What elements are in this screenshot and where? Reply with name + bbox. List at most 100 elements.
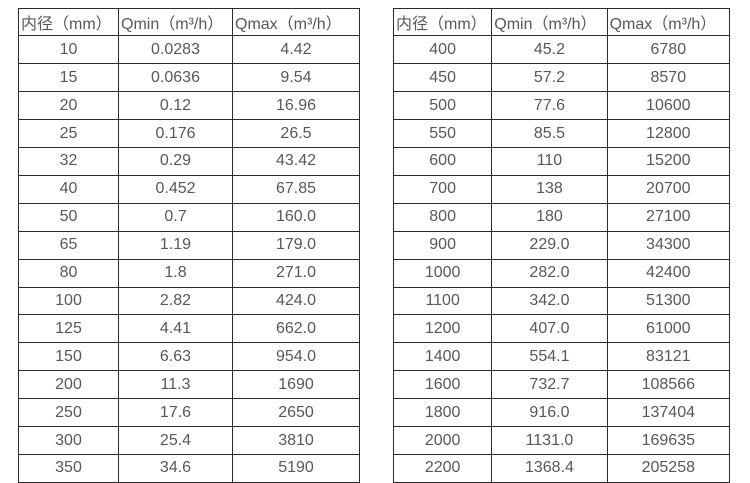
data-cell: 137404 xyxy=(606,398,731,428)
table-row: 40 0.452 67.85 xyxy=(18,174,360,204)
flow-table-large-diameters: 内径（mm） Qmin（m³/h） Qmax（m³/h） 400 45.2 6780 450… xyxy=(392,7,731,483)
data-cell: 80 xyxy=(18,258,119,288)
table-row: 20 0.12 16.96 xyxy=(18,91,360,121)
data-cell: 4.42 xyxy=(232,35,360,65)
table-row: 65 1.19 179.0 xyxy=(18,230,360,260)
data-cell: 61000 xyxy=(606,314,731,344)
data-cell: 20 xyxy=(18,91,119,121)
data-cell: 42400 xyxy=(606,258,731,288)
data-cell: 732.7 xyxy=(491,370,608,400)
data-cell: 900 xyxy=(392,230,493,260)
data-cell: 160.0 xyxy=(232,202,360,232)
data-cell: 1.8 xyxy=(118,258,233,288)
data-cell: 83121 xyxy=(606,342,731,372)
table-row: 1200 407.0 61000 xyxy=(392,314,731,344)
data-cell: 85.5 xyxy=(491,119,608,149)
data-cell: 600 xyxy=(392,147,493,176)
table-row: 80 1.8 271.0 xyxy=(18,258,360,288)
data-cell: 3810 xyxy=(232,426,360,455)
data-cell: 2.82 xyxy=(118,286,233,316)
table-row: 1100 342.0 51300 xyxy=(392,286,731,316)
data-cell: 662.0 xyxy=(232,314,360,344)
data-cell: 450 xyxy=(392,63,493,93)
data-cell: 1100 xyxy=(392,286,493,316)
table-row: 350 34.6 5190 xyxy=(18,453,360,483)
data-cell: 43.42 xyxy=(232,147,360,176)
data-cell: 169635 xyxy=(606,426,731,455)
data-cell: 2650 xyxy=(232,398,360,428)
data-cell: 12800 xyxy=(606,119,731,149)
table-row: 500 77.6 10600 xyxy=(392,91,731,121)
data-cell: 400 xyxy=(392,35,493,65)
data-cell: 1131.0 xyxy=(491,426,608,455)
data-cell: 1600 xyxy=(392,370,493,400)
table-row: 15 0.0636 9.54 xyxy=(18,63,360,93)
data-cell: 25.4 xyxy=(118,426,233,455)
table-row: 150 6.63 954.0 xyxy=(18,342,360,372)
data-cell: 200 xyxy=(18,370,119,400)
data-cell: 108566 xyxy=(606,370,731,400)
data-cell: 407.0 xyxy=(491,314,608,344)
header-row: 内径（mm） Qmin（m³/h） Qmax（m³/h） xyxy=(18,7,360,37)
data-cell: 1690 xyxy=(232,370,360,400)
table-row: 300 25.4 3810 xyxy=(18,426,360,455)
data-cell: 300 xyxy=(18,426,119,455)
data-cell: 15 xyxy=(18,63,119,93)
data-cell: 8570 xyxy=(606,63,731,93)
data-cell: 34300 xyxy=(606,230,731,260)
data-cell: 954.0 xyxy=(232,342,360,372)
data-cell: 5190 xyxy=(232,453,360,483)
data-cell: 40 xyxy=(18,174,119,204)
data-cell: 1200 xyxy=(392,314,493,344)
data-cell: 138 xyxy=(491,174,608,204)
table-row: 10 0.0283 4.42 xyxy=(18,35,360,65)
data-cell: 11.3 xyxy=(118,370,233,400)
data-cell: 20700 xyxy=(606,174,731,204)
data-cell: 342.0 xyxy=(491,286,608,316)
header-cell: Qmin（m³/h） xyxy=(491,7,608,37)
table-row: 550 85.5 12800 xyxy=(392,119,731,149)
data-cell: 0.452 xyxy=(118,174,233,204)
header-row: 内径（mm） Qmin（m³/h） Qmax（m³/h） xyxy=(392,7,731,37)
flow-table-small-diameters: 内径（mm） Qmin（m³/h） Qmax（m³/h） 10 0.0283 4.42 15… xyxy=(18,7,360,483)
data-cell: 77.6 xyxy=(491,91,608,121)
data-cell: 125 xyxy=(18,314,119,344)
table-row: 450 57.2 8570 xyxy=(392,63,731,93)
header-cell: 内径（mm） xyxy=(18,7,119,37)
data-cell: 916.0 xyxy=(491,398,608,428)
data-cell: 2200 xyxy=(392,453,493,483)
data-cell: 250 xyxy=(18,398,119,428)
table-row: 900 229.0 34300 xyxy=(392,230,731,260)
table-row: 100 2.82 424.0 xyxy=(18,286,360,316)
data-cell: 2000 xyxy=(392,426,493,455)
data-cell: 16.96 xyxy=(232,91,360,121)
data-cell: 1.19 xyxy=(118,230,233,260)
data-cell: 67.85 xyxy=(232,174,360,204)
data-cell: 15200 xyxy=(606,147,731,176)
table-row: 2200 1368.4 205258 xyxy=(392,453,731,483)
table-row: 800 180 27100 xyxy=(392,202,731,232)
table-row: 125 4.41 662.0 xyxy=(18,314,360,344)
data-cell: 50 xyxy=(18,202,119,232)
data-cell: 1400 xyxy=(392,342,493,372)
data-cell: 57.2 xyxy=(491,63,608,93)
data-cell: 1000 xyxy=(392,258,493,288)
data-cell: 180 xyxy=(491,202,608,232)
data-cell: 34.6 xyxy=(118,453,233,483)
data-cell: 229.0 xyxy=(491,230,608,260)
data-cell: 110 xyxy=(491,147,608,176)
table-row: 1400 554.1 83121 xyxy=(392,342,731,372)
data-cell: 350 xyxy=(18,453,119,483)
table-row: 25 0.176 26.5 xyxy=(18,119,360,149)
table-row: 2000 1131.0 169635 xyxy=(392,426,731,455)
data-cell: 554.1 xyxy=(491,342,608,372)
header-cell: Qmin（m³/h） xyxy=(118,7,233,37)
data-cell: 0.29 xyxy=(118,147,233,176)
table-row: 32 0.29 43.42 xyxy=(18,147,360,176)
data-cell: 0.0283 xyxy=(118,35,233,65)
header-cell: Qmax（m³/h） xyxy=(606,7,731,37)
table-row: 200 11.3 1690 xyxy=(18,370,360,400)
data-cell: 179.0 xyxy=(232,230,360,260)
data-cell: 100 xyxy=(18,286,119,316)
data-cell: 0.12 xyxy=(118,91,233,121)
